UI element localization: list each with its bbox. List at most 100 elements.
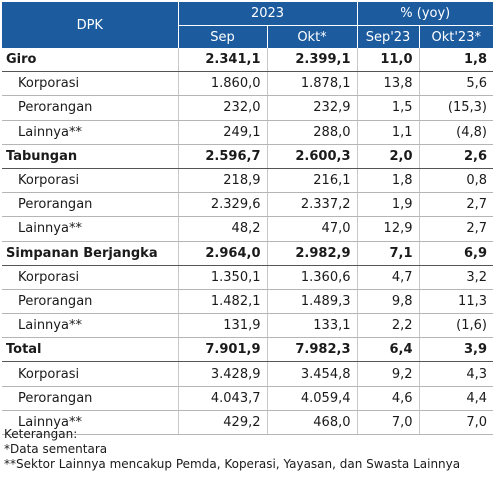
row-label: Perorangan [2,192,179,218]
table-row: Perorangan 2.329,6 2.337,2 1,9 2,7 [2,192,493,218]
yoy-okt: 3,2 [419,265,493,290]
header-col-okt: Okt* [267,25,358,48]
table-row: Perorangan 1.482,1 1.489,3 9,8 11,3 [2,289,493,315]
yoy-sep: 4,7 [357,265,420,290]
value-sep: 1.482,1 [178,289,268,315]
category-row: Tabungan 2.596,7 2.600,3 2,0 2,6 [2,144,493,169]
value-okt: 47,0 [267,216,358,242]
category-row: Simpanan Berjangka 2.964,0 2.982,9 7,1 6,9 [2,241,493,266]
value-okt: 2.982,9 [267,241,358,266]
value-okt: 2.337,2 [267,192,358,218]
yoy-okt: 11,3 [419,289,493,315]
yoy-sep: 1,8 [357,168,420,194]
value-sep: 3.428,9 [178,361,268,387]
row-label: Total [2,337,179,363]
category-row: Total 7.901,9 7.982,3 6,4 3,9 [2,337,493,363]
value-okt: 1.878,1 [267,71,358,97]
header-group-2023: 2023 [178,2,358,26]
yoy-okt: 5,6 [419,71,493,97]
yoy-sep: 7,0 [357,410,420,436]
value-sep: 2.964,0 [178,241,268,266]
yoy-okt: (4,8) [419,120,493,145]
value-okt: 2.399,1 [267,48,358,73]
yoy-okt: 2,7 [419,216,493,242]
value-sep: 2.596,7 [178,144,268,169]
header-col-okt23: Okt'23* [419,25,493,48]
yoy-sep: 7,1 [357,241,420,266]
header-group-yoy: % (yoy) [357,2,493,26]
yoy-sep: 13,8 [357,71,420,97]
value-okt: 133,1 [267,313,358,339]
row-label: Simpanan Berjangka [2,241,179,266]
table-header: DPK 2023 % (yoy) Sep Okt* Sep'23 Okt'23* [2,2,493,48]
dpk-table: DPK 2023 % (yoy) Sep Okt* Sep'23 Okt'23*… [2,2,493,436]
value-sep: 2.329,6 [178,192,268,218]
yoy-okt: 2,6 [419,144,493,169]
yoy-sep: 1,5 [357,95,420,121]
row-label: Korporasi [2,265,179,290]
notes-line-2: **Sektor Lainnya mencakup Pemda, Koperas… [4,457,461,471]
value-sep: 249,1 [178,120,268,145]
table-row: Perorangan 4.043,7 4.059,4 4,6 4,4 [2,386,493,411]
value-sep: 2.341,1 [178,48,268,73]
value-sep: 7.901,9 [178,337,268,363]
value-sep: 1.860,0 [178,71,268,97]
row-label: Lainnya** [2,216,179,242]
value-sep: 1.350,1 [178,265,268,290]
table-row: Lainnya** 48,2 47,0 12,9 2,7 [2,216,493,242]
header-col-sep23: Sep'23 [357,25,420,48]
value-sep: 4.043,7 [178,386,268,411]
value-okt: 468,0 [267,410,358,436]
yoy-sep: 1,1 [357,120,420,145]
yoy-sep: 9,2 [357,361,420,387]
table-row: Lainnya** 429,2 468,0 7,0 7,0 [2,410,493,436]
yoy-okt: 7,0 [419,410,493,436]
yoy-sep: 2,0 [357,144,420,169]
value-okt: 2.600,3 [267,144,358,169]
row-label: Tabungan [2,144,179,169]
yoy-sep: 12,9 [357,216,420,242]
table-row: Korporasi 1.860,0 1.878,1 13,8 5,6 [2,71,493,97]
yoy-sep: 11,0 [357,48,420,73]
row-label: Perorangan [2,289,179,315]
yoy-okt: (1,6) [419,313,493,339]
yoy-okt: (15,3) [419,95,493,121]
yoy-sep: 1,9 [357,192,420,218]
yoy-okt: 1,8 [419,48,493,73]
value-okt: 288,0 [267,120,358,145]
value-sep: 429,2 [178,410,268,436]
row-label: Lainnya** [2,120,179,145]
yoy-okt: 2,7 [419,192,493,218]
row-label: Perorangan [2,95,179,121]
row-label: Korporasi [2,361,179,387]
value-okt: 216,1 [267,168,358,194]
value-sep: 131,9 [178,313,268,339]
yoy-sep: 6,4 [357,337,420,363]
yoy-sep: 2,2 [357,313,420,339]
row-label: Giro [2,48,179,73]
row-label: Lainnya** [2,313,179,339]
value-sep: 232,0 [178,95,268,121]
notes: Keterangan: *Data sementara **Sektor Lai… [4,427,460,472]
yoy-okt: 4,4 [419,386,493,411]
notes-line-1: *Data sementara [4,442,108,456]
table-row: Korporasi 1.350,1 1.360,6 4,7 3,2 [2,265,493,290]
value-okt: 232,9 [267,95,358,121]
value-sep: 218,9 [178,168,268,194]
yoy-sep: 4,6 [357,386,420,411]
value-okt: 1.489,3 [267,289,358,315]
value-sep: 48,2 [178,216,268,242]
row-label: Korporasi [2,71,179,97]
row-label: Lainnya** [2,410,179,436]
table-row: Perorangan 232,0 232,9 1,5 (15,3) [2,95,493,121]
yoy-okt: 6,9 [419,241,493,266]
table-row: Lainnya** 131,9 133,1 2,2 (1,6) [2,313,493,339]
row-label: Perorangan [2,386,179,411]
yoy-okt: 3,9 [419,337,493,363]
value-okt: 1.360,6 [267,265,358,290]
table-row: Korporasi 218,9 216,1 1,8 0,8 [2,168,493,194]
table-body: Giro 2.341,1 2.399,1 11,0 1,8 Korporasi 1.860,… [2,48,493,436]
yoy-okt: 0,8 [419,168,493,194]
row-label: Korporasi [2,168,179,194]
